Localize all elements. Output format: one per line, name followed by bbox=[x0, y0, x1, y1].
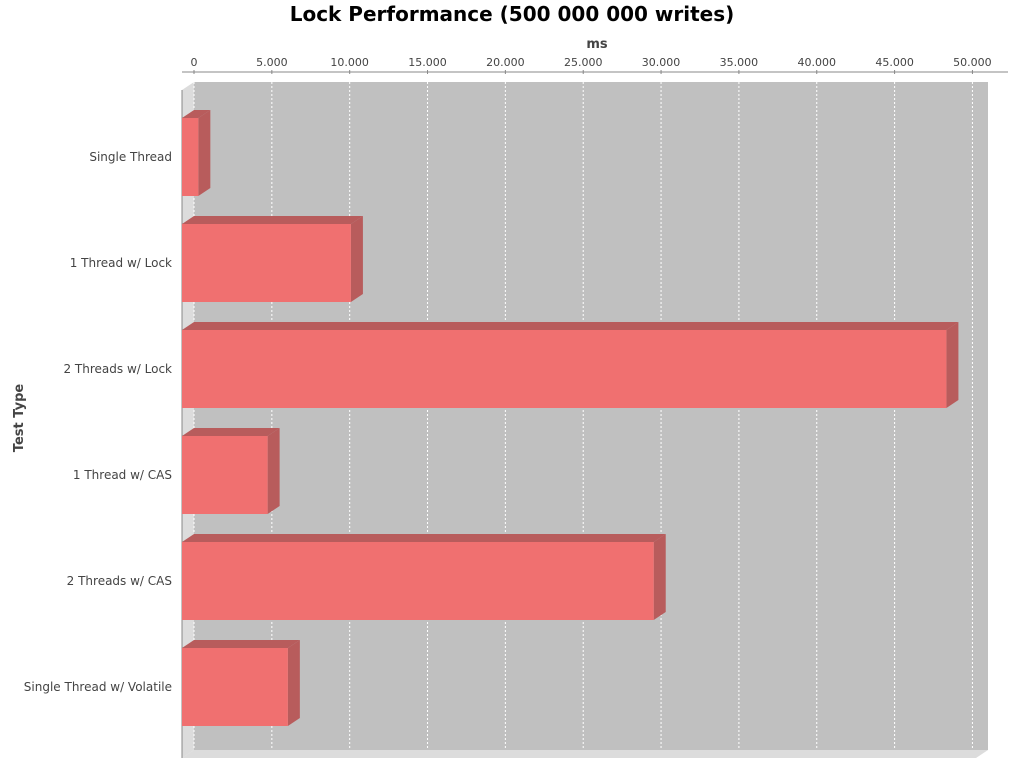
bar-side-face bbox=[653, 534, 666, 620]
x-tick-label: 20.000 bbox=[486, 56, 525, 69]
bar-front-face bbox=[182, 436, 268, 514]
bar-front-face bbox=[182, 118, 199, 196]
bar-side-face bbox=[946, 322, 959, 408]
bar-front-face bbox=[182, 224, 351, 302]
bar-top-face bbox=[182, 216, 363, 224]
y-category-label: Single Thread w/ Volatile bbox=[24, 680, 172, 694]
plot-area bbox=[182, 82, 988, 758]
y-axis-title: Test Type bbox=[12, 384, 27, 453]
x-tick-label: 45.000 bbox=[875, 56, 914, 69]
bar-front-face bbox=[182, 648, 288, 726]
y-axis: Single Thread 1 Thread w/ Lock 2 Threads w… bbox=[24, 150, 172, 694]
y-category-label: Single Thread bbox=[89, 150, 172, 164]
x-tick-label: 0 bbox=[191, 56, 198, 69]
chart-title: Lock Performance (500 000 000 writes) bbox=[290, 2, 735, 26]
bar bbox=[182, 640, 300, 726]
bar-front-face bbox=[182, 330, 947, 408]
y-category-label: 1 Thread w/ CAS bbox=[73, 468, 172, 482]
x-axis: 0 5.000 10.000 15.000 20.000 25.000 30.000 35.0… bbox=[181, 56, 1008, 758]
bar-front-face bbox=[182, 542, 654, 620]
bar bbox=[182, 110, 211, 196]
x-tick-label: 5.000 bbox=[256, 56, 288, 69]
y-category-label: 2 Threads w/ Lock bbox=[63, 362, 172, 376]
bar-side-face bbox=[287, 640, 300, 726]
bar-top-face bbox=[182, 322, 959, 330]
x-axis-title: ms bbox=[586, 37, 608, 52]
plot-back-wall bbox=[194, 82, 988, 750]
x-tick-label: 25.000 bbox=[564, 56, 603, 69]
bar-side-face bbox=[267, 428, 280, 514]
bar-top-face bbox=[182, 640, 300, 648]
x-tick-label: 35.000 bbox=[720, 56, 759, 69]
bar-top-face bbox=[182, 428, 280, 436]
y-category-label: 2 Threads w/ CAS bbox=[67, 574, 172, 588]
bar-series bbox=[182, 110, 959, 726]
bar bbox=[182, 428, 280, 514]
x-tick-label: 15.000 bbox=[408, 56, 447, 69]
x-tick-label: 50.000 bbox=[953, 56, 992, 69]
x-tick-label: 40.000 bbox=[797, 56, 836, 69]
bar-side-face bbox=[350, 216, 363, 302]
bar-top-face bbox=[182, 110, 211, 118]
bar bbox=[182, 216, 363, 302]
bar bbox=[182, 322, 959, 408]
bar-side-face bbox=[198, 110, 211, 196]
y-category-label: 1 Thread w/ Lock bbox=[70, 256, 172, 270]
bar bbox=[182, 534, 666, 620]
bar-top-face bbox=[182, 534, 666, 542]
x-tick-label: 30.000 bbox=[642, 56, 681, 69]
x-tick-label: 10.000 bbox=[330, 56, 369, 69]
plot-floor bbox=[182, 750, 988, 758]
